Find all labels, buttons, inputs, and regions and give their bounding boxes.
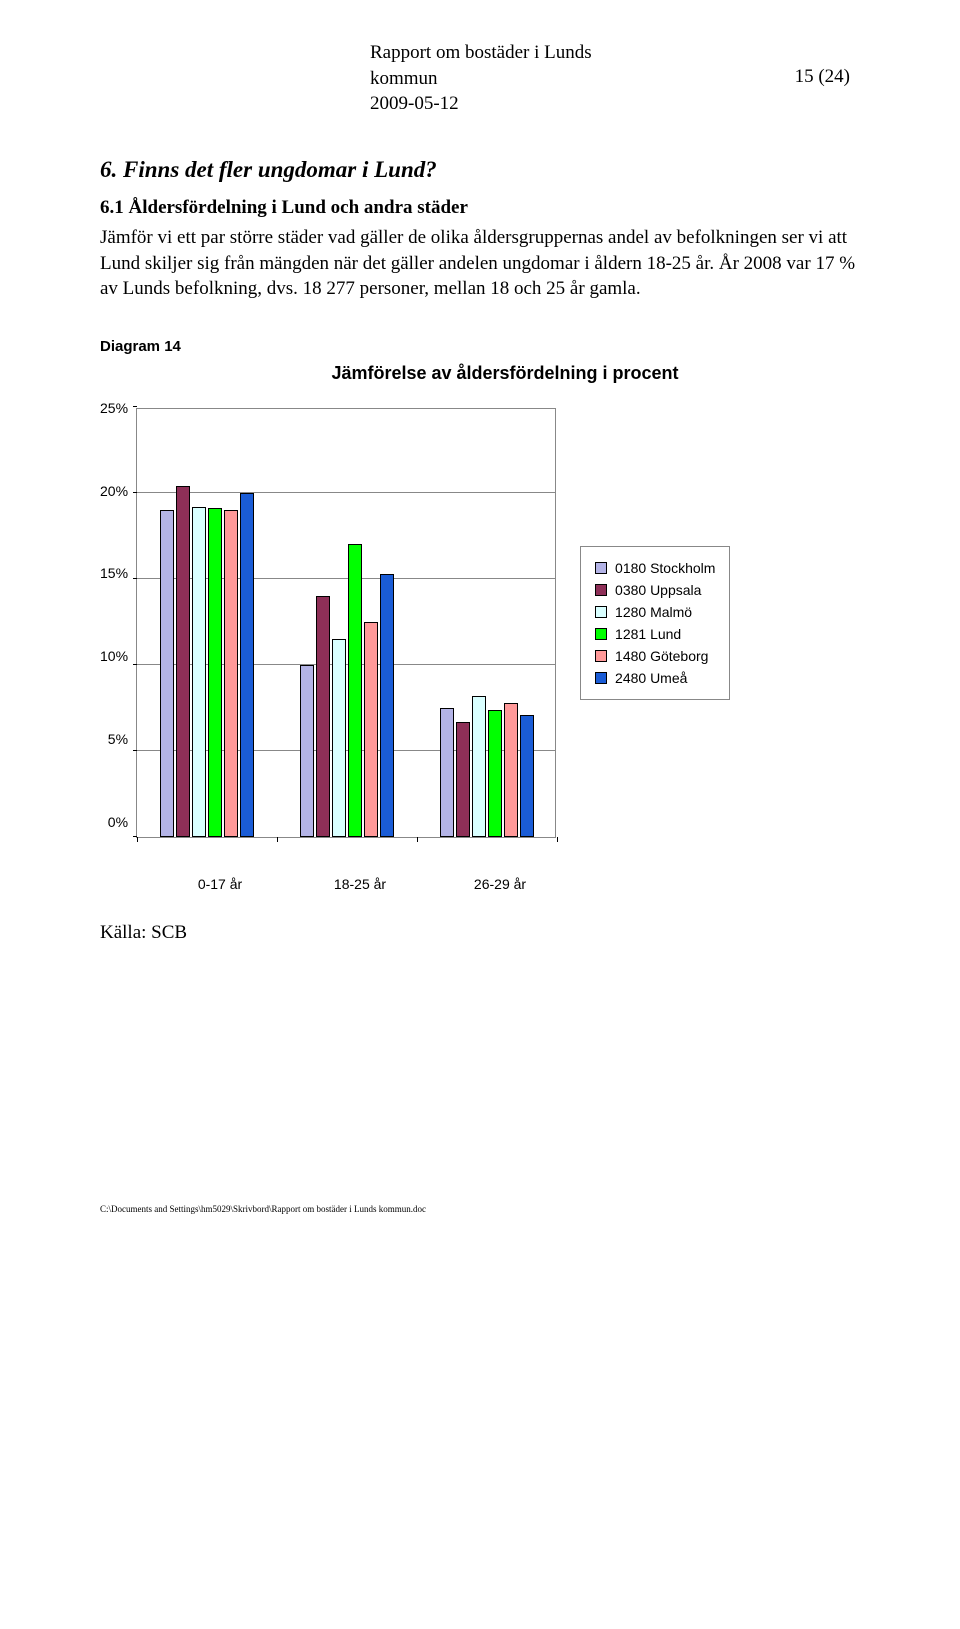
x-axis-label: 18-25 år [290, 868, 430, 892]
x-tick-mark [417, 837, 418, 842]
x-axis-labels: 0-17 år18-25 år26-29 år [150, 868, 570, 892]
bar [488, 710, 502, 837]
y-tick-mark [133, 664, 137, 665]
y-tick-mark [133, 406, 137, 407]
plot-region [136, 408, 556, 838]
legend-row: 1280 Malmö [595, 601, 715, 623]
bar [300, 665, 314, 837]
y-tick-label: 20% [100, 483, 128, 499]
legend-swatch [595, 628, 607, 640]
y-tick-label: 10% [100, 648, 128, 664]
legend-swatch [595, 584, 607, 596]
legend-swatch [595, 672, 607, 684]
y-tick-label: 0% [100, 814, 128, 830]
bar [240, 493, 254, 837]
legend-swatch [595, 606, 607, 618]
legend-row: 1281 Lund [595, 623, 715, 645]
section-subheading: 6.1 Åldersfördelning i Lund och andra st… [100, 197, 870, 219]
bar [160, 510, 174, 837]
legend-label: 1480 Göteborg [615, 648, 708, 664]
bar [224, 510, 238, 837]
legend-row: 2480 Umeå [595, 667, 715, 689]
legend-label: 2480 Umeå [615, 670, 687, 686]
section-body-text: Jämför vi ett par större städer vad gäll… [100, 225, 870, 302]
chart-legend: 0180 Stockholm 0380 Uppsala 1280 Malmö 1281… [580, 546, 730, 700]
bar [380, 574, 394, 837]
header-page-number: 15 (24) [795, 66, 870, 88]
header-date: 2009-05-12 [370, 91, 592, 117]
x-axis-label: 0-17 år [150, 868, 290, 892]
x-tick-mark [137, 837, 138, 842]
bar [472, 696, 486, 837]
legend-label: 1280 Malmö [615, 604, 692, 620]
diagram-label: Diagram 14 [100, 338, 870, 355]
header-title-block: Rapport om bostäder i Lunds kommun 2009-… [370, 40, 592, 117]
bar [316, 596, 330, 837]
legend-row: 0180 Stockholm [595, 557, 715, 579]
bar [504, 703, 518, 837]
chart-container: 25%20%15%10%5%0% 0180 Stockholm0380 Upps… [100, 408, 870, 838]
bar [192, 507, 206, 837]
y-tick-label: 15% [100, 565, 128, 581]
legend-row: 0380 Uppsala [595, 579, 715, 601]
y-tick-label: 25% [100, 400, 128, 416]
section-heading: 6. Finns det fler ungdomar i Lund? [100, 157, 870, 183]
bar [440, 708, 454, 837]
x-axis-label: 26-29 år [430, 868, 570, 892]
legend-label: 0180 Stockholm [615, 560, 715, 576]
bar [364, 622, 378, 837]
legend-swatch [595, 562, 607, 574]
bar [520, 715, 534, 837]
legend-label: 1281 Lund [615, 626, 681, 642]
chart-source: Källa: SCB [100, 922, 870, 944]
y-tick-mark [133, 578, 137, 579]
header-title-line1: Rapport om bostäder i Lunds [370, 40, 592, 66]
bar-group [300, 544, 394, 836]
y-tick-label: 5% [100, 731, 128, 747]
page: Rapport om bostäder i Lunds kommun 2009-… [0, 0, 960, 1254]
y-axis: 25%20%15%10%5%0% [100, 408, 136, 838]
bar [208, 508, 222, 837]
x-tick-mark [277, 837, 278, 842]
bar [332, 639, 346, 837]
header-title-line2: kommun [370, 66, 592, 92]
footer-filepath: C:\Documents and Settings\hm5029\Skrivbo… [100, 1204, 870, 1214]
legend-swatch [595, 650, 607, 662]
chart-title: Jämförelse av åldersfördelning i procent [140, 363, 870, 384]
y-tick-mark [133, 492, 137, 493]
legend-row: 1480 Göteborg [595, 645, 715, 667]
y-tick-mark [133, 750, 137, 751]
x-tick-mark [557, 837, 558, 842]
bar [176, 486, 190, 837]
bar-group [440, 696, 534, 837]
bar [456, 722, 470, 837]
legend-label: 0380 Uppsala [615, 582, 701, 598]
bar-group [160, 486, 254, 837]
document-header: Rapport om bostäder i Lunds kommun 2009-… [370, 40, 870, 117]
chart-plot-area: 25%20%15%10%5%0% [100, 408, 556, 838]
bar [348, 544, 362, 836]
